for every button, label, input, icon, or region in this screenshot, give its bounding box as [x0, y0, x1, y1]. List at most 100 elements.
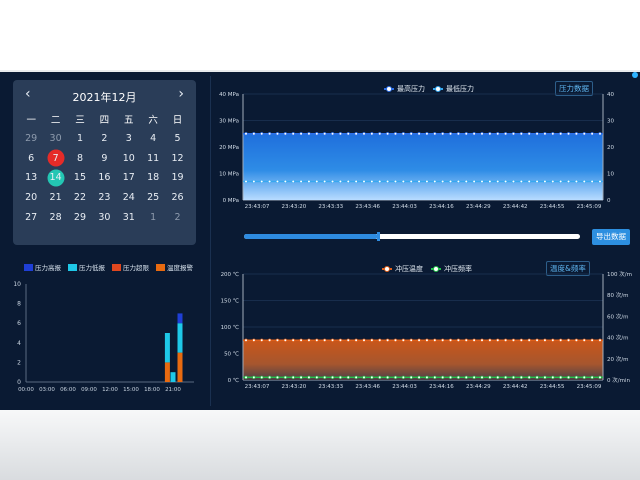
calendar-day[interactable]: 5: [174, 133, 181, 145]
calendar-day[interactable]: 22: [73, 192, 87, 204]
calendar-day[interactable]: 16: [98, 172, 111, 184]
y-tick-label: 10: [13, 281, 21, 288]
series-point: [346, 132, 350, 136]
time-range-slider[interactable]: [244, 232, 580, 241]
series-point: [393, 375, 398, 379]
calendar-day[interactable]: 21: [49, 192, 62, 204]
calendar-day[interactable]: 24: [122, 192, 135, 204]
series-point: [441, 132, 445, 136]
series-point: [535, 338, 539, 342]
series-point: [488, 338, 492, 342]
x-tick-label: 23:44:03: [392, 384, 417, 390]
series-point: [566, 179, 571, 184]
calendar-day[interactable]: 14: [43, 168, 67, 188]
series-point: [480, 132, 484, 136]
indicator-dot: [632, 72, 638, 78]
calendar-day[interactable]: 29: [73, 211, 87, 223]
series-point: [527, 338, 531, 342]
series-point: [362, 179, 366, 184]
series-point: [338, 338, 342, 342]
calendar-day[interactable]: 9: [101, 152, 108, 164]
series-point: [291, 375, 295, 379]
calendar-day[interactable]: 8: [76, 152, 83, 164]
calendar-day[interactable]: 2: [101, 133, 108, 145]
export-data-button[interactable]: 导出数据: [592, 229, 630, 245]
calendar-day[interactable]: 12: [171, 152, 184, 164]
series-point: [456, 132, 460, 136]
slider-handle[interactable]: [377, 232, 381, 241]
x-tick-label: 23:44:42: [503, 384, 528, 390]
calendar-day[interactable]: 29: [25, 133, 38, 145]
series-point: [441, 338, 445, 342]
weekday-header: 五: [124, 114, 134, 126]
calendar-day[interactable]: 11: [147, 152, 160, 164]
series-point: [354, 375, 358, 379]
calendar-day[interactable]: 10: [122, 152, 135, 164]
calendar-day[interactable]: 4: [150, 133, 157, 145]
series-point: [511, 132, 516, 136]
legend-item[interactable]: 压力高报: [24, 262, 61, 272]
legend-label: 压力超限: [123, 264, 149, 272]
series-point: [409, 375, 413, 379]
next-month-icon[interactable]: ›: [178, 86, 184, 102]
calendar-day[interactable]: 31: [122, 211, 135, 223]
series-point: [590, 375, 594, 379]
x-tick-label: 23:43:46: [355, 204, 380, 210]
calendar-day[interactable]: 18: [147, 172, 160, 184]
calendar-day[interactable]: 1: [76, 133, 83, 145]
calendar-day[interactable]: 27: [25, 211, 38, 223]
legend-item[interactable]: 冲压温度: [382, 264, 423, 274]
legend-item[interactable]: 最高压力: [384, 84, 425, 94]
calendar-day[interactable]: 13: [25, 172, 38, 184]
calendar-day[interactable]: 23: [98, 192, 111, 204]
series-point: [378, 338, 382, 342]
y-tick-left: 150 ℃: [221, 298, 239, 305]
x-tick-label: 23:43:07: [245, 204, 270, 210]
series-point: [307, 338, 311, 342]
calendar-day[interactable]: 7: [43, 148, 67, 168]
y-tick-left: 0 ℃: [228, 377, 239, 384]
alarm-bar-segment: [164, 333, 170, 363]
calendar-day[interactable]: 30: [98, 211, 111, 223]
x-tick-label: 18:00: [144, 387, 160, 393]
legend-item[interactable]: 压力超限: [112, 262, 149, 272]
series-point: [425, 375, 429, 379]
series-point: [559, 338, 563, 342]
series-point: [448, 338, 453, 342]
calendar-day[interactable]: 2: [174, 211, 181, 223]
calendar-day[interactable]: 19: [171, 172, 184, 184]
x-tick-label: 23:43:07: [245, 384, 270, 390]
series-point: [511, 338, 516, 342]
calendar-day[interactable]: 30: [49, 133, 62, 145]
y-tick-right: 20: [607, 145, 614, 151]
calendar-day[interactable]: 15: [73, 172, 87, 184]
legend-item[interactable]: 冲压频率: [431, 264, 472, 274]
series-point: [456, 179, 460, 184]
legend-item[interactable]: 温度报警: [156, 262, 193, 272]
legend-item[interactable]: 压力低报: [68, 262, 105, 272]
calendar-day[interactable]: 20: [25, 192, 38, 204]
series-point: [323, 338, 327, 342]
series-point: [299, 179, 303, 184]
prev-month-icon[interactable]: ‹: [25, 86, 31, 102]
calendar-grid: 一二三四五六日 29 30 1 2 3 4 5 6 7 8 9 10 11 12 13 14 15 16 17 18 19…: [19, 109, 190, 227]
series-point: [362, 375, 366, 379]
calendar-day[interactable]: 6: [28, 152, 35, 164]
series-point: [598, 375, 602, 379]
calendar-day[interactable]: 28: [49, 211, 62, 223]
series-point: [252, 375, 256, 379]
calendar-day[interactable]: 3: [125, 133, 132, 145]
pressure-area-chart: 0 MPa 10 MPa 20 MPa 30 MPa 40 MPa 0 10 20 30 40 23…: [219, 92, 614, 210]
series-point: [441, 375, 445, 379]
calendar-day[interactable]: 17: [122, 172, 135, 184]
series-point: [401, 179, 405, 184]
series-point: [472, 132, 476, 136]
series-point: [488, 132, 492, 136]
series-point: [323, 132, 327, 136]
calendar-day[interactable]: 26: [171, 192, 184, 204]
calendar-day[interactable]: 25: [147, 192, 160, 204]
calendar-day[interactable]: 1: [150, 211, 157, 223]
legend-item[interactable]: 最低压力: [433, 84, 474, 94]
legend-swatch: [384, 86, 394, 92]
series-point: [252, 338, 256, 342]
